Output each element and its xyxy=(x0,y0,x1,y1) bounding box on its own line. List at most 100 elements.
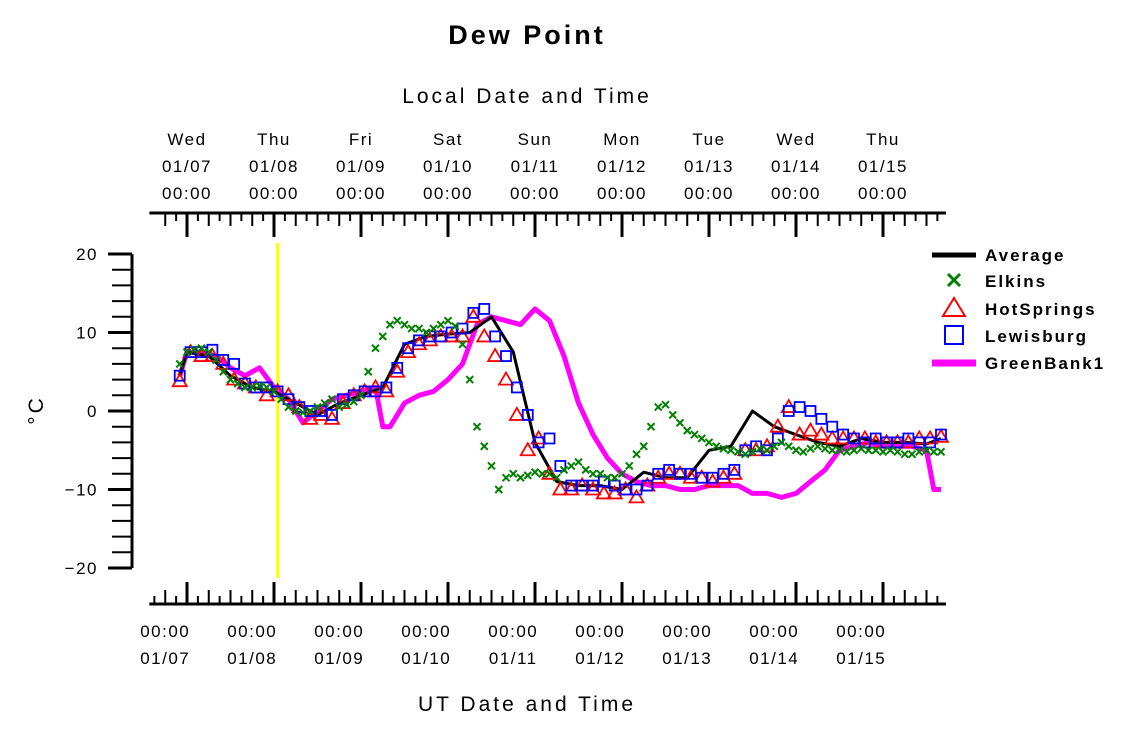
hotsprings-point xyxy=(551,480,569,496)
lewisburg-point xyxy=(282,393,295,406)
elkins-point xyxy=(233,379,242,388)
hotsprings-point xyxy=(464,308,482,323)
elkins-point xyxy=(726,446,735,455)
bottom-tick-label: 00:00 xyxy=(314,622,364,641)
elkins-point xyxy=(204,347,213,357)
hotsprings-point xyxy=(834,429,852,445)
legend-item-hotsprings: HotSprings xyxy=(941,296,1097,319)
hotsprings-point xyxy=(453,327,472,343)
elkins-point xyxy=(574,457,583,467)
lewisburg-point xyxy=(489,330,502,343)
legend-label: HotSprings xyxy=(985,300,1097,319)
top-tick-label: 00:00 xyxy=(162,184,212,203)
bottom-tick-label: 00:00 xyxy=(749,622,799,641)
legend-item-average: Average xyxy=(932,246,1065,265)
elkins-point xyxy=(458,340,467,349)
elkins-point xyxy=(545,469,554,479)
elkins-point xyxy=(719,444,728,453)
top-tick-label: 00:00 xyxy=(858,184,908,203)
bottom-tick-label: 01/15 xyxy=(836,649,886,668)
bottom-tick-label: 00:00 xyxy=(488,622,538,641)
hotsprings-point xyxy=(562,480,580,496)
elkins-point xyxy=(509,469,518,479)
legend-label: Elkins xyxy=(985,272,1047,291)
lewisburg-point xyxy=(521,409,534,421)
bottom-tick-label: 01/14 xyxy=(749,649,799,668)
lewisburg-point xyxy=(935,428,947,441)
bottom-tick-label: 00:00 xyxy=(140,622,190,641)
elkins-point xyxy=(226,375,235,384)
hotsprings-point xyxy=(508,406,526,421)
elkins-point xyxy=(182,347,192,357)
lewisburg-point xyxy=(380,381,393,394)
elkins-point xyxy=(632,449,641,459)
elkins-point xyxy=(407,324,416,333)
elkins-point xyxy=(806,444,815,453)
elkins-point xyxy=(842,447,851,457)
legend-label: Average xyxy=(985,246,1065,265)
bottom-tick-label: 01/13 xyxy=(662,649,712,668)
elkins-point xyxy=(385,320,395,329)
elkins-point xyxy=(777,438,786,447)
hotsprings-point xyxy=(812,425,830,441)
legend-label: Lewisburg xyxy=(985,327,1088,346)
top-tick-label: 01/08 xyxy=(249,157,299,176)
hotsprings-point xyxy=(791,425,809,441)
top-tick-label: 00:00 xyxy=(771,184,821,203)
bottom-tick-label: 01/09 xyxy=(314,649,364,668)
elkins-point xyxy=(530,468,540,477)
y-tick-label: 20 xyxy=(76,245,98,264)
hotsprings-point xyxy=(334,394,352,410)
elkins-point xyxy=(349,397,358,406)
top-tick-label: Fri xyxy=(349,130,373,149)
elkins-point xyxy=(683,426,692,435)
elkins-point xyxy=(523,471,532,480)
top-tick-label: 00:00 xyxy=(597,184,647,203)
top-tick-label: 01/12 xyxy=(597,157,647,176)
elkins-point xyxy=(306,406,315,416)
elkins-point xyxy=(516,473,525,482)
lewisburg-point xyxy=(326,409,338,421)
chart-title: Dew Point xyxy=(448,20,606,50)
top-tick-label: Sun xyxy=(518,130,553,149)
top-tick-label: Wed xyxy=(776,130,815,149)
elkins-point xyxy=(342,400,351,409)
elkins-point xyxy=(900,449,909,459)
elkins-point xyxy=(922,446,931,455)
elkins-point xyxy=(755,444,764,453)
legend-label: GreenBank1 xyxy=(985,354,1105,373)
elkins-point xyxy=(320,398,329,408)
bottom-tick-label: 01/11 xyxy=(489,649,538,668)
elkins-point xyxy=(552,473,561,482)
elkins-point xyxy=(661,400,670,409)
elkins-point xyxy=(762,446,772,455)
elkins-point xyxy=(465,375,474,384)
bottom-tick-label: 00:00 xyxy=(575,622,625,641)
top-tick-label: Thu xyxy=(866,130,900,149)
top-tick-label: 01/14 xyxy=(771,157,821,176)
hotsprings-point xyxy=(540,465,559,480)
top-tick-label: 00:00 xyxy=(336,184,386,203)
hotsprings-point xyxy=(660,465,678,480)
elkins-point xyxy=(364,367,373,376)
lewisburg-point xyxy=(228,357,241,370)
hotsprings-point xyxy=(606,484,624,500)
elkins-point xyxy=(501,473,511,482)
elkins-point xyxy=(849,446,859,455)
elkins-point xyxy=(668,410,677,420)
elkins-point xyxy=(654,402,663,412)
elkins-point xyxy=(820,444,830,453)
bottom-tick-label: 01/07 xyxy=(140,649,190,668)
top-tick-label: Tue xyxy=(692,130,725,149)
elkins-point xyxy=(277,395,286,404)
top-tick-label: 01/13 xyxy=(684,157,734,176)
bottom-tick-label: 01/10 xyxy=(401,649,451,668)
elkins-point xyxy=(799,447,808,457)
elkins-point xyxy=(400,320,409,329)
elkins-point xyxy=(893,447,902,457)
elkins-point xyxy=(269,387,279,396)
hotsprings-point xyxy=(725,465,743,480)
bottom-axis: 00:00 01/07 00:00 01/08 00:00 01/09 00:00 01/10… xyxy=(140,582,946,668)
elkins-point xyxy=(864,446,873,455)
elkins-point xyxy=(371,343,380,353)
